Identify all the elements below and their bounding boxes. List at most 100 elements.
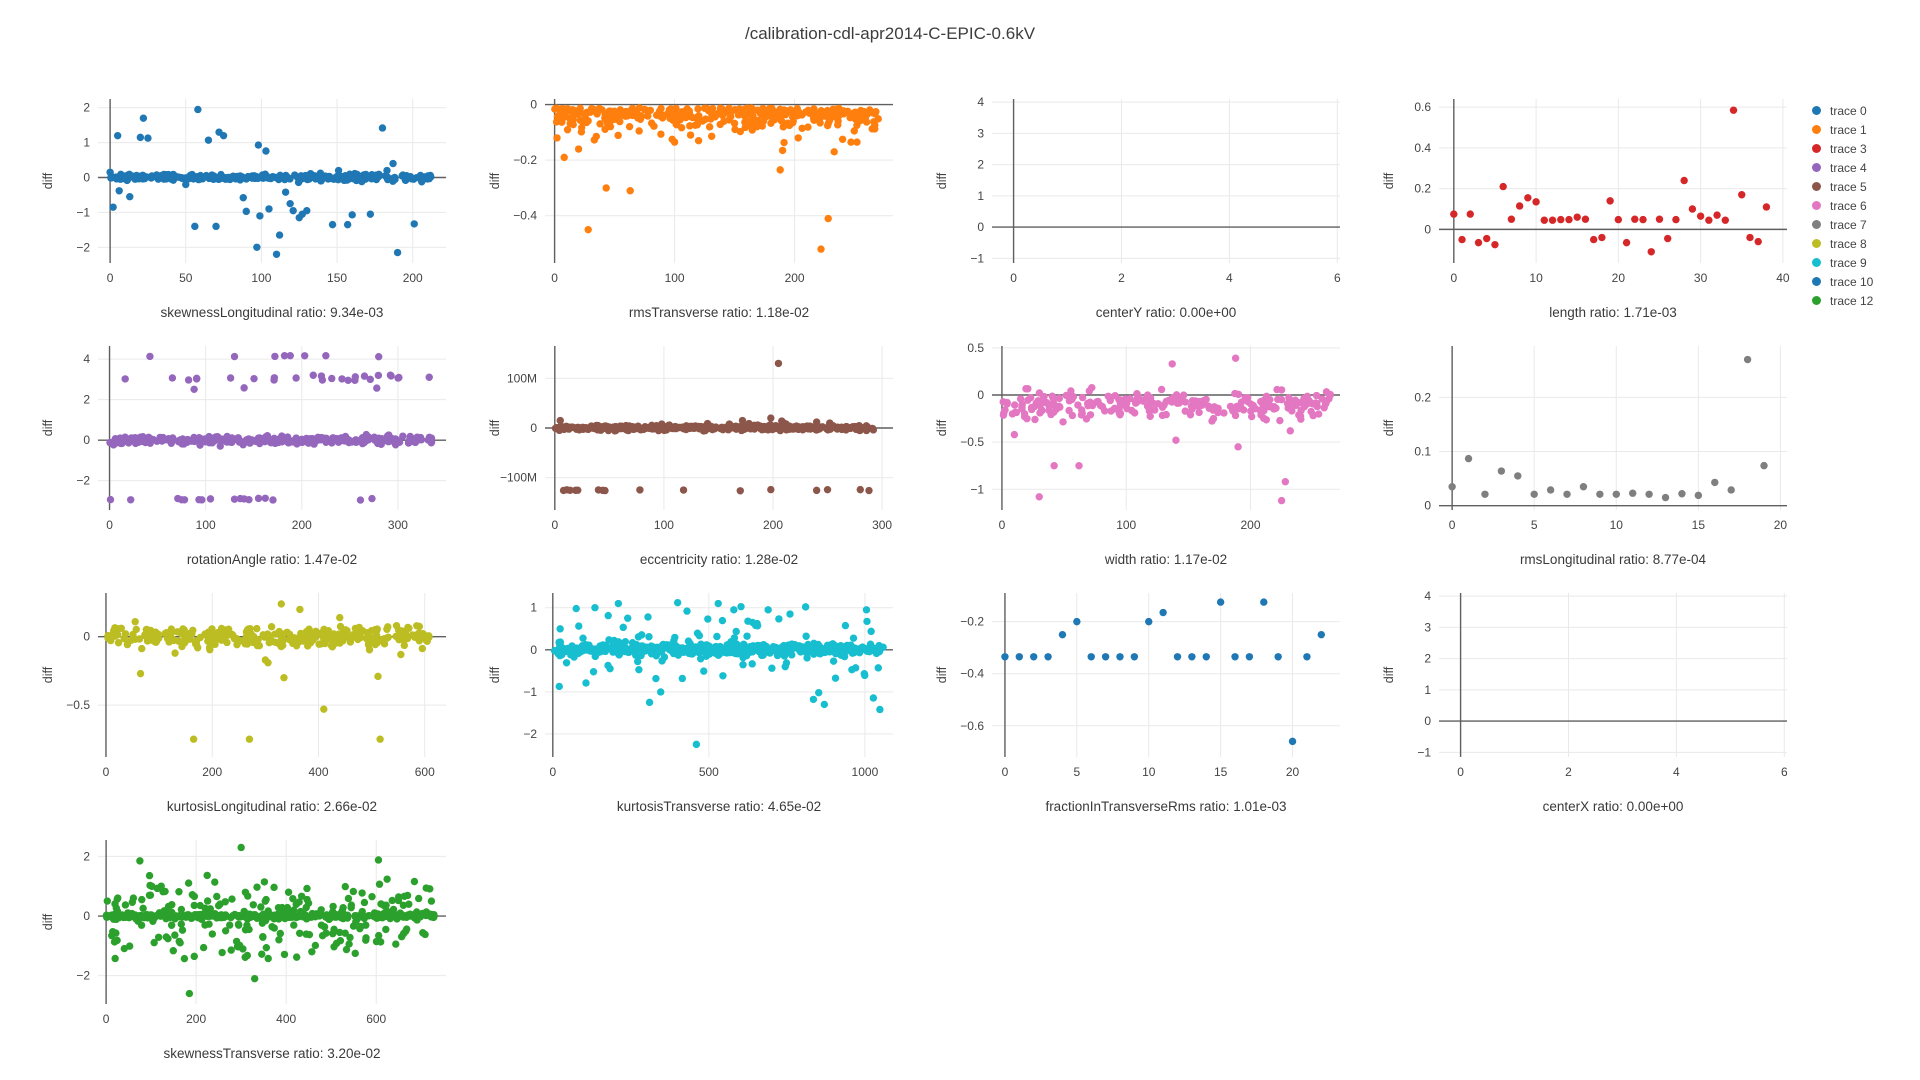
svg-text:centerY ratio: 0.00e+00: centerY ratio: 0.00e+00 bbox=[1096, 305, 1236, 320]
svg-text:15: 15 bbox=[1692, 518, 1706, 532]
legend-marker-icon bbox=[1812, 258, 1821, 267]
chart-canvas-kurtosisTransverse[interactable]: 1 0 −1 −2 0 500 1000 diff kurtosisTransverse rat… bbox=[475, 579, 922, 826]
svg-text:diff: diff bbox=[41, 913, 55, 930]
legend-item-trace-5[interactable]: trace 5 bbox=[1812, 180, 1873, 194]
legend-item-trace-8[interactable]: trace 8 bbox=[1812, 236, 1873, 251]
svg-text:5: 5 bbox=[1531, 518, 1538, 532]
svg-text:skewnessTransverse ratio: 3.20: skewnessTransverse ratio: 3.20e-02 bbox=[163, 1046, 380, 1061]
chart-canvas-centerX[interactable]: 4 3 2 1 0 −1 0 2 4 6 diff centerX ratio: 0.00e+00 bbox=[1369, 579, 1816, 826]
svg-text:600: 600 bbox=[366, 1012, 386, 1026]
legend-marker-icon bbox=[1812, 144, 1821, 153]
svg-text:0: 0 bbox=[107, 271, 114, 285]
svg-text:4: 4 bbox=[1226, 271, 1233, 285]
svg-text:1: 1 bbox=[977, 189, 984, 203]
svg-text:0: 0 bbox=[1457, 765, 1464, 779]
svg-text:0: 0 bbox=[999, 518, 1006, 532]
svg-text:15: 15 bbox=[1214, 765, 1228, 779]
svg-text:2: 2 bbox=[1424, 652, 1431, 666]
svg-text:−0.4: −0.4 bbox=[960, 667, 984, 681]
subplot-rmsTransverse: 0 −0.2 −0.4 0 100 200 diff rmsTransverse ratio:… bbox=[475, 85, 922, 332]
svg-text:3: 3 bbox=[977, 126, 984, 140]
svg-text:0: 0 bbox=[106, 518, 113, 532]
legend-label: trace 9 bbox=[1830, 255, 1867, 270]
svg-text:1000: 1000 bbox=[852, 765, 879, 779]
svg-text:400: 400 bbox=[276, 1012, 296, 1026]
svg-text:0: 0 bbox=[977, 220, 984, 234]
svg-text:0.2: 0.2 bbox=[1414, 182, 1431, 196]
svg-text:diff: diff bbox=[41, 172, 55, 189]
legend-item-trace-10[interactable]: trace 10 bbox=[1812, 275, 1873, 289]
chart-canvas-length[interactable]: 0.6 0.4 0.2 0 0 10 20 30 40 diff length ratio: 1.7… bbox=[1369, 85, 1816, 332]
legend-label: trace 0 bbox=[1830, 103, 1867, 118]
svg-text:−2: −2 bbox=[76, 240, 90, 254]
svg-text:−0.5: −0.5 bbox=[66, 698, 90, 712]
svg-text:200: 200 bbox=[292, 518, 312, 532]
chart-canvas-skewnessTransverse[interactable]: 2 0 −2 0 200 400 600 diff skewnessTransverse rat… bbox=[28, 826, 475, 1073]
legend-item-trace-6[interactable]: trace 6 bbox=[1812, 198, 1873, 213]
legend-item-trace-3[interactable]: trace 3 bbox=[1812, 141, 1873, 156]
chart-canvas-eccentricity[interactable]: 100M 0 −100M 0 100 200 300 diff eccentricity rat… bbox=[475, 332, 922, 579]
chart-canvas-rmsTransverse[interactable]: 0 −0.2 −0.4 0 100 200 diff rmsTransverse ratio:… bbox=[475, 85, 922, 332]
chart-canvas-skewnessLongitudinal[interactable]: 2 1 0 −1 −2 0 50 100 150 200 diff skewnessLongitudi… bbox=[28, 85, 475, 332]
svg-text:4: 4 bbox=[83, 352, 90, 366]
legend: trace 0 trace 1 trace 3 trace 4 trace 5 trace… bbox=[1812, 103, 1873, 308]
svg-text:rotationAngle ratio: 1.47e-02: rotationAngle ratio: 1.47e-02 bbox=[187, 552, 357, 567]
chart-canvas-fractionInTransverseRms[interactable]: −0.2 −0.4 −0.6 0 5 10 15 20 diff fractionInTransv… bbox=[922, 579, 1369, 826]
legend-label: trace 3 bbox=[1830, 141, 1867, 156]
legend-item-trace-9[interactable]: trace 9 bbox=[1812, 255, 1873, 270]
legend-item-trace-1[interactable]: trace 1 bbox=[1812, 123, 1873, 137]
svg-text:0.2: 0.2 bbox=[1414, 390, 1431, 404]
svg-text:kurtosisTransverse ratio: 4.65: kurtosisTransverse ratio: 4.65e-02 bbox=[617, 799, 821, 814]
svg-text:0: 0 bbox=[977, 388, 984, 402]
legend-item-trace-0[interactable]: trace 0 bbox=[1812, 103, 1873, 118]
svg-text:−1: −1 bbox=[76, 205, 90, 219]
chart-canvas-centerY[interactable]: 4 3 2 1 0 −1 0 2 4 6 diff centerY ratio: 0.00e+00 bbox=[922, 85, 1369, 332]
svg-text:−0.5: −0.5 bbox=[960, 435, 984, 449]
svg-text:length ratio: 1.71e-03: length ratio: 1.71e-03 bbox=[1549, 305, 1677, 320]
svg-text:0: 0 bbox=[1449, 518, 1456, 532]
svg-text:400: 400 bbox=[308, 765, 328, 779]
svg-text:2: 2 bbox=[83, 849, 90, 863]
svg-text:diff: diff bbox=[1382, 666, 1396, 683]
svg-text:−1: −1 bbox=[523, 685, 537, 699]
svg-text:0: 0 bbox=[549, 765, 556, 779]
legend-item-trace-12[interactable]: trace 12 bbox=[1812, 294, 1873, 308]
svg-text:−1: −1 bbox=[1417, 745, 1431, 759]
svg-text:−0.2: −0.2 bbox=[513, 153, 537, 167]
legend-marker-icon bbox=[1812, 182, 1821, 191]
svg-text:0: 0 bbox=[551, 271, 558, 285]
subplot-eccentricity: 100M 0 −100M 0 100 200 300 diff eccentricity rat… bbox=[475, 332, 922, 579]
chart-canvas-rmsLongitudinal[interactable]: 0.2 0.1 0 0 5 10 15 20 diff rmsLongitudinal ratio… bbox=[1369, 332, 1816, 579]
svg-text:40: 40 bbox=[1776, 271, 1790, 285]
legend-item-trace-4[interactable]: trace 4 bbox=[1812, 161, 1873, 175]
legend-marker-icon bbox=[1812, 106, 1821, 115]
svg-text:150: 150 bbox=[327, 271, 347, 285]
svg-text:300: 300 bbox=[872, 518, 892, 532]
svg-text:0: 0 bbox=[551, 518, 558, 532]
svg-text:0: 0 bbox=[1424, 714, 1431, 728]
legend-marker-icon bbox=[1812, 125, 1821, 134]
svg-text:diff: diff bbox=[41, 666, 55, 683]
legend-label: trace 8 bbox=[1830, 236, 1867, 251]
svg-text:500: 500 bbox=[699, 765, 719, 779]
svg-text:100: 100 bbox=[196, 518, 216, 532]
legend-marker-icon bbox=[1812, 277, 1821, 286]
svg-text:100: 100 bbox=[654, 518, 674, 532]
svg-text:fractionInTransverseRms ratio:: fractionInTransverseRms ratio: 1.01e-03 bbox=[1045, 799, 1286, 814]
svg-text:4: 4 bbox=[1424, 589, 1431, 603]
chart-canvas-width[interactable]: 0.5 0 −0.5 −1 0 100 200 diff width ratio: 1.17e-… bbox=[922, 332, 1369, 579]
svg-text:−2: −2 bbox=[523, 727, 537, 741]
svg-text:0: 0 bbox=[530, 98, 537, 112]
chart-canvas-kurtosisLongitudinal[interactable]: 0 −0.5 0 200 400 600 diff kurtosisLongitudinal … bbox=[28, 579, 475, 826]
chart-canvas-rotationAngle[interactable]: 4 2 0 −2 0 100 200 300 diff rotationAngle ratio: … bbox=[28, 332, 475, 579]
svg-text:−0.6: −0.6 bbox=[960, 719, 984, 733]
svg-text:0: 0 bbox=[83, 171, 90, 185]
legend-item-trace-7[interactable]: trace 7 bbox=[1812, 218, 1873, 232]
legend-label: trace 6 bbox=[1830, 198, 1867, 213]
subplot-kurtosisTransverse: 1 0 −1 −2 0 500 1000 diff kurtosisTransverse rat… bbox=[475, 579, 922, 826]
svg-text:0: 0 bbox=[103, 765, 110, 779]
svg-text:−1: −1 bbox=[970, 482, 984, 496]
svg-text:2: 2 bbox=[83, 393, 90, 407]
svg-text:width ratio: 1.17e-02: width ratio: 1.17e-02 bbox=[1104, 552, 1227, 567]
svg-text:0: 0 bbox=[83, 630, 90, 644]
